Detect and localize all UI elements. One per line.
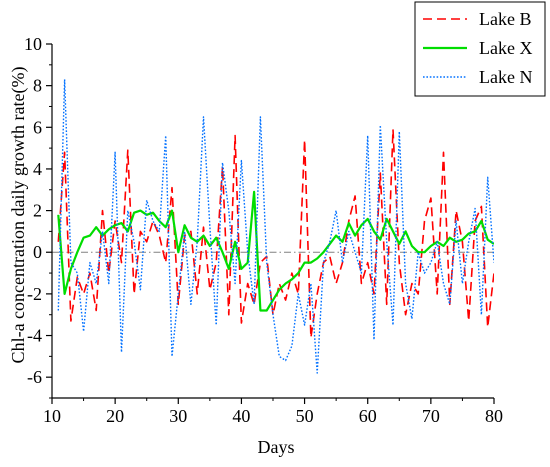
x-tick-label-70: 70: [422, 406, 440, 426]
legend: Lake B Lake X Lake N: [414, 1, 546, 97]
x-axis-label: Days: [258, 437, 295, 457]
y-tick-label-4: 4: [33, 159, 42, 179]
x-tick-label-10: 10: [43, 406, 61, 426]
series-line-lake-n: [57, 78, 494, 374]
x-tick-label-20: 20: [106, 406, 124, 426]
x-tick-label-30: 30: [169, 406, 187, 426]
legend-label-lake-b: Lake B: [479, 9, 531, 29]
y-tick-label-2: 2: [33, 201, 42, 221]
x-tick-label-80: 80: [485, 406, 503, 426]
x-tick-label-40: 40: [232, 406, 250, 426]
y-tick-label--2: -2: [27, 284, 42, 304]
y-tick-label-6: 6: [33, 117, 42, 137]
legend-label-lake-n: Lake N: [479, 67, 532, 87]
series-line-lake-b: [57, 128, 494, 339]
y-tick-label--6: -6: [27, 367, 42, 387]
series-layer: [52, 78, 494, 374]
y-tick-label-8: 8: [33, 76, 42, 96]
y-axis-label: Chl-a concentration daily growth rate(%): [8, 67, 29, 364]
x-tick-label-50: 50: [296, 406, 314, 426]
legend-label-lake-x: Lake X: [479, 38, 532, 58]
y-tick-label-0: 0: [33, 242, 42, 262]
axes-layer: 10 20 30 40 50 60 70 80 -6 -4 -2 0 2 4 6 8 10: [24, 34, 503, 426]
series-line-lake-x: [57, 190, 494, 312]
x-tick-label-60: 60: [359, 406, 377, 426]
y-tick-label--4: -4: [27, 326, 42, 346]
y-tick-label-10: 10: [24, 34, 42, 54]
